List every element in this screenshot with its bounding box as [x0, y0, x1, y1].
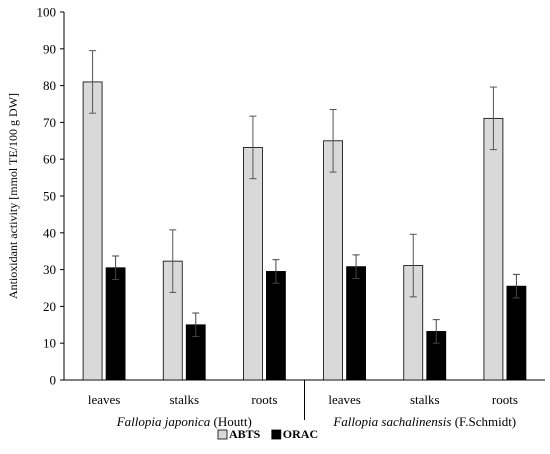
y-tick-label: 30 [43, 262, 56, 277]
bar-abts [82, 81, 103, 381]
bar-orac [506, 285, 527, 381]
bar-abts [483, 117, 504, 381]
y-tick-label: 80 [43, 78, 56, 93]
legend-swatch-abts [217, 429, 228, 440]
labels-layer: leaves stalks roots leaves stalks roots Fallop… [88, 392, 518, 429]
group-label-species: Fallopia sachalinensis [332, 414, 454, 429]
legend-swatch-orac [271, 429, 282, 440]
y-axis-title: Antioxidant activity [mmol TE/100 g DW] [6, 93, 20, 299]
bar-abts [243, 147, 263, 381]
group-label-author: (F.Schmidt) [455, 414, 516, 429]
y-tick-label: 10 [43, 336, 56, 351]
y-tick-label: 70 [43, 115, 56, 130]
group-label-author: (Houtt) [214, 414, 252, 429]
category-label: stalks [410, 392, 440, 407]
category-label: roots [492, 392, 518, 407]
y-tick-label: 90 [43, 41, 56, 56]
bars-layer [82, 81, 527, 381]
group-label-species: Fallopia japonica [116, 414, 214, 429]
legend-label-orac: ORAC [283, 427, 318, 441]
error-bars-layer [89, 50, 520, 344]
group-label: Fallopia japonica (Houtt) [116, 414, 252, 429]
bar-abts [323, 140, 343, 381]
bar-orac [105, 267, 126, 381]
bar-orac [266, 271, 286, 381]
legend-label-abts: ABTS [229, 427, 261, 441]
category-label: leaves [88, 392, 120, 407]
y-tick-label: 20 [43, 299, 56, 314]
bar-orac [346, 266, 366, 381]
y-tick-label: 100 [37, 5, 57, 20]
category-label: leaves [328, 392, 360, 407]
y-tick-label: 50 [43, 189, 56, 204]
group-label: Fallopia sachalinensis (F.Schmidt) [332, 414, 516, 429]
y-tick-label: 60 [43, 152, 56, 167]
axes: 0 10 20 30 40 50 60 70 80 90 100 Antioxidant activi… [6, 5, 545, 420]
category-label: stalks [169, 392, 199, 407]
legend: ABTS ORAC [217, 427, 318, 441]
y-tick-label: 0 [50, 373, 57, 388]
y-tick-label: 40 [43, 225, 56, 240]
category-label: roots [251, 392, 277, 407]
